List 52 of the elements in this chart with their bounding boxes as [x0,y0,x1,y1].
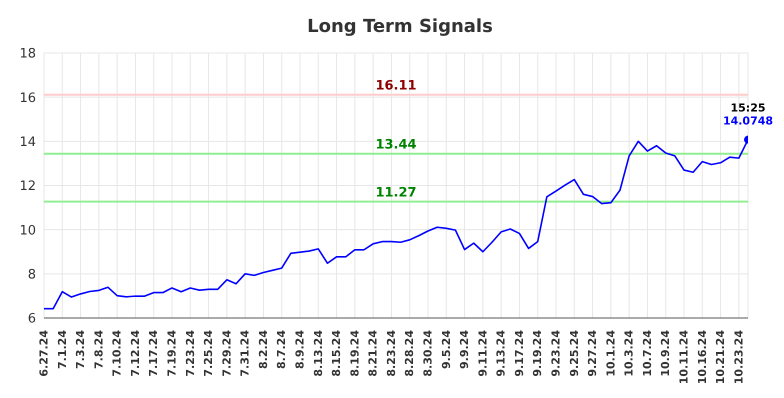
x-tick-label: 7.8.24 [92,330,106,369]
x-tick-label: 7.31.24 [238,330,252,377]
ref-line-label: 16.11 [375,78,417,94]
x-tick-label: 8.15.24 [330,330,344,377]
x-tick-label: 7.3.24 [74,330,88,369]
ref-line-label: 13.44 [375,138,417,153]
x-tick-label: 8.21.24 [366,330,380,377]
x-tick-label: 9.13.24 [494,330,508,377]
y-tick-label: 6 [28,312,36,327]
x-tick-label: 7.25.24 [202,330,216,377]
x-tick-label: 8.2.24 [256,330,270,369]
x-tick-label: 7.12.24 [128,330,142,377]
x-tick-label: 8.19.24 [348,330,362,377]
x-tick-label: 8.7.24 [275,330,288,369]
y-tick-label: 10 [19,223,36,238]
x-tick-label: 7.29.24 [220,330,234,377]
x-tick-label: 8.28.24 [403,330,416,377]
x-tick-label: 7.1.24 [56,330,69,369]
x-tick-label: 9.5.24 [440,330,453,369]
x-tick-label: 9.11.24 [476,330,490,377]
x-tick-label: 10.9.24 [659,330,672,377]
x-tick-label: 8.13.24 [312,330,325,377]
x-tick-label: 7.23.24 [184,330,197,377]
x-tick-label: 7.19.24 [166,330,178,377]
x-tick-label: 9.17.24 [512,330,526,377]
x-tick-label: 10.7.24 [640,330,654,377]
x-tick-label: 7.10.24 [110,330,124,377]
x-tick-label: 9.25.24 [568,330,581,377]
y-tick-label: 18 [19,46,36,62]
y-tick-label: 8 [28,267,36,282]
x-tick-label: 8.30.24 [422,330,434,377]
x-tick-label: 9.9.24 [458,330,472,369]
y-tick-label: 14 [19,134,36,150]
x-tick-label: 10.23.24 [732,330,746,384]
chart-title: Long Term Signals [306,16,494,37]
x-tick-label: 8.23.24 [384,330,398,377]
x-tick-label: 9.19.24 [531,330,544,377]
x-tick-label: 10.21.24 [714,330,728,384]
annotation: 15:25 [730,102,766,115]
ref-line-label: 11.27 [375,186,417,201]
x-tick-label: 10.1.24 [604,330,618,377]
x-tick-label: 6.27.24 [38,330,50,377]
x-tick-label: 10.3.24 [622,330,636,377]
x-tick-label: 9.23.24 [550,330,562,377]
y-tick-label: 16 [19,90,36,106]
y-tick-label: 12 [19,179,36,194]
x-tick-label: 7.17.24 [147,330,160,377]
annotation: 14.0748 [722,114,774,128]
x-tick-label: 8.9.24 [294,330,306,369]
x-tick-label: 9.27.24 [586,330,600,377]
x-tick-label: 10.16.24 [696,330,709,384]
x-tick-label: 10.11.24 [678,330,690,384]
